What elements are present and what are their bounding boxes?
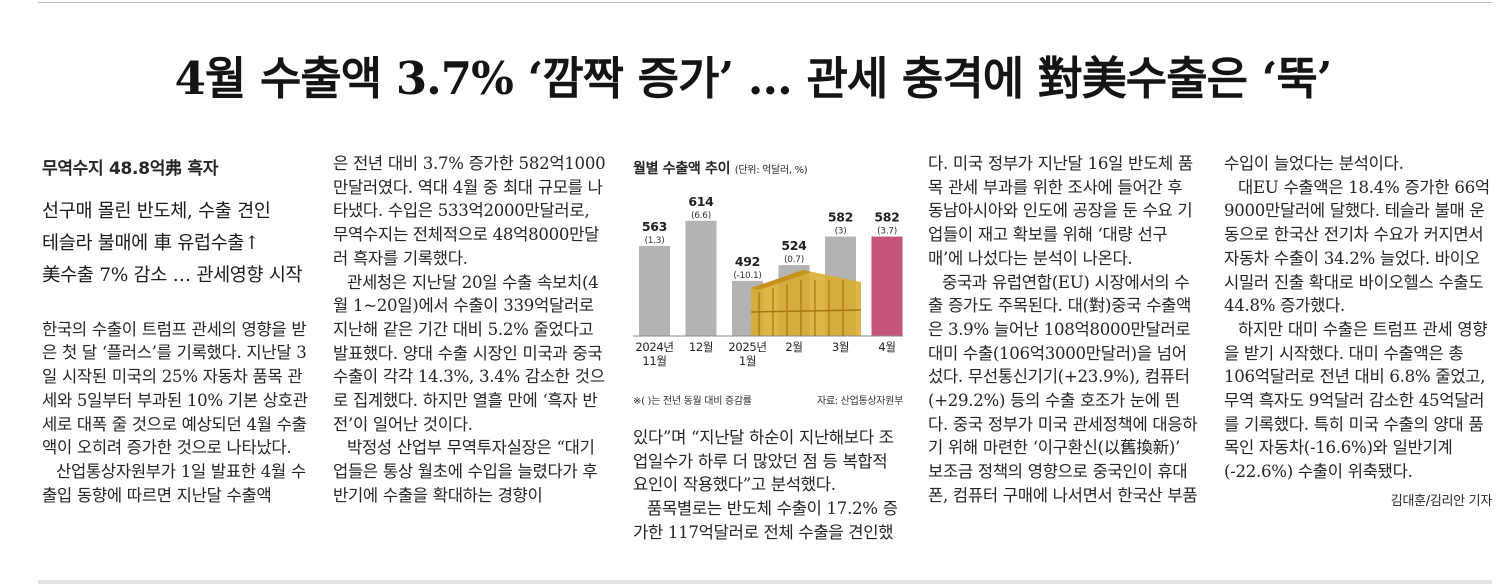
chart-growth-label: (0.7) bbox=[784, 255, 804, 265]
chart-growth-label: (1.3) bbox=[645, 236, 665, 246]
paragraph: 중국과 유럽연합(EU) 시장에서의 수출 증가도 주목된다. 대(對)중국 수… bbox=[928, 272, 1198, 505]
chart-title-text: 월별 수출액 추이 bbox=[633, 161, 731, 177]
chart-value-label: 582 bbox=[874, 210, 899, 225]
paragraph: 있다”며 “지난달 하순이 지난해보다 조업일수가 하루 더 많았던 점 등 복… bbox=[633, 428, 894, 495]
paragraph: 다. 미국 정부가 지난달 16일 반도체 품목 관세 부과를 위한 조사에 들… bbox=[928, 154, 1193, 268]
chart-growth-label: (6.6) bbox=[691, 211, 711, 221]
chart-value-label: 563 bbox=[642, 219, 667, 234]
export-chart: 월별 수출액 추이 (단위: 억달러, %) 563 (1.3) 2024년 11월 6… bbox=[633, 158, 903, 428]
container-illustration bbox=[750, 309, 862, 313]
column-3-text: 있다”며 “지난달 하순이 지난해보다 조업일수가 하루 더 많았던 점 등 복… bbox=[633, 426, 903, 545]
chart-source: 자료: 산업통상자원부 bbox=[816, 396, 903, 407]
subhead-trade-balance: 무역수지 48.8억弗 흑자 bbox=[42, 159, 219, 179]
chart-category-label: 2월 bbox=[785, 340, 802, 354]
chart-category-label: 2025년 bbox=[728, 340, 766, 354]
column-1: 무역수지 48.8억弗 흑자 선구매 몰린 반도체, 수출 견인 테슬라 불매에… bbox=[42, 152, 312, 507]
chart-value-label: 614 bbox=[688, 194, 714, 209]
paragraph: 대EU 수출액은 18.4% 증가한 66억9000만달러에 달했다. 테슬라 … bbox=[1224, 177, 1490, 316]
chart-category-label: 3월 bbox=[832, 340, 849, 354]
chart-footer: ※( )는 전년 동월 대비 증감률 자료: 산업통상자원부 bbox=[633, 390, 903, 414]
subhead-line: 테슬라 불매에 車 유럽수출↑ bbox=[42, 232, 260, 254]
paragraph: 관세청은 지난달 20일 수출 속보치(4월 1~20일)에서 수출이 339억… bbox=[333, 272, 605, 434]
chart-growth-label: (3) bbox=[835, 227, 847, 237]
chart-bar bbox=[871, 236, 903, 336]
byline: 김대훈/김리안 기자 bbox=[1390, 493, 1493, 509]
container-illustration bbox=[751, 270, 861, 336]
headline: 4월 수출액 3.7% ‘깜짝 증가’ … 관세 충격에 對美수출은 ‘뚝’ bbox=[174, 52, 1333, 105]
bottom-rule bbox=[38, 580, 1492, 584]
chart-bar bbox=[685, 220, 717, 336]
column-3: 월별 수출액 추이 (단위: 억달러, %) 563 (1.3) 2024년 11월 6… bbox=[633, 152, 903, 542]
subhead-line: 선구매 몰린 반도체, 수출 견인 bbox=[42, 200, 271, 222]
chart-unit: (단위: 억달러, %) bbox=[734, 165, 808, 176]
chart-category-label: 2024년 bbox=[635, 340, 673, 354]
chart-growth-label: (-10.1) bbox=[733, 271, 761, 281]
paragraph: 수입이 늘었다는 분석이다. bbox=[1224, 154, 1404, 173]
chart-bar bbox=[639, 245, 670, 336]
paragraph: 박정성 산업부 무역투자실장은 “대기업들은 통상 월초에 수입을 늘렸다가 후… bbox=[333, 438, 598, 505]
top-rule bbox=[38, 2, 1492, 3]
chart-growth-label: (3.7) bbox=[877, 227, 897, 237]
chart-value-label: 524 bbox=[781, 238, 807, 253]
chart-category-label: 12월 bbox=[689, 340, 713, 354]
paragraph: 은 전년 대비 3.7% 증가한 582억1000만달러였다. 역대 4월 중 … bbox=[333, 154, 606, 268]
column-5: 수입이 늘었다는 분석이다. 대EU 수출액은 18.4% 증가한 66억900… bbox=[1224, 152, 1492, 514]
paragraph: 한국의 수출이 트럼프 관세의 영향을 받은 첫 달 ‘플러스’를 기록했다. … bbox=[42, 319, 308, 458]
chart-category-label: 4월 bbox=[878, 340, 895, 354]
chart-value-label: 492 bbox=[735, 254, 760, 269]
container-illustration bbox=[751, 270, 811, 290]
chart-value-label: 582 bbox=[828, 210, 853, 225]
chart-category-label: 11월 bbox=[642, 354, 666, 368]
paragraph: 품목별로는 반도체 수출이 17.2% 증가한 117억달러로 전체 수출을 견… bbox=[633, 499, 898, 542]
subhead-line: 美수출 7% 감소 … 관세영향 시작 bbox=[42, 264, 303, 286]
paragraph: 하지만 대미 수출은 트럼프 관세 영향을 받기 시작했다. 대미 수출액은 총… bbox=[1224, 319, 1488, 482]
paragraph: 산업통상자원부가 1일 발표한 4월 수출입 동향에 따르면 지난달 수출액 bbox=[42, 461, 306, 505]
column-2: 은 전년 대비 3.7% 증가한 582억1000만달러였다. 역대 4월 중 … bbox=[333, 152, 608, 508]
chart-title: 월별 수출액 추이 (단위: 억달러, %) bbox=[633, 158, 903, 183]
chart-category-label: 1월 bbox=[739, 354, 756, 368]
subhead-summary: 선구매 몰린 반도체, 수출 견인 테슬라 불매에 車 유럽수출↑ 美수출 7%… bbox=[42, 196, 312, 292]
column-4: 다. 미국 정부가 지난달 16일 반도체 품목 관세 부과를 위한 조사에 들… bbox=[928, 152, 1198, 508]
chart-note: ※( )는 전년 동월 대비 증감률 bbox=[633, 396, 752, 407]
